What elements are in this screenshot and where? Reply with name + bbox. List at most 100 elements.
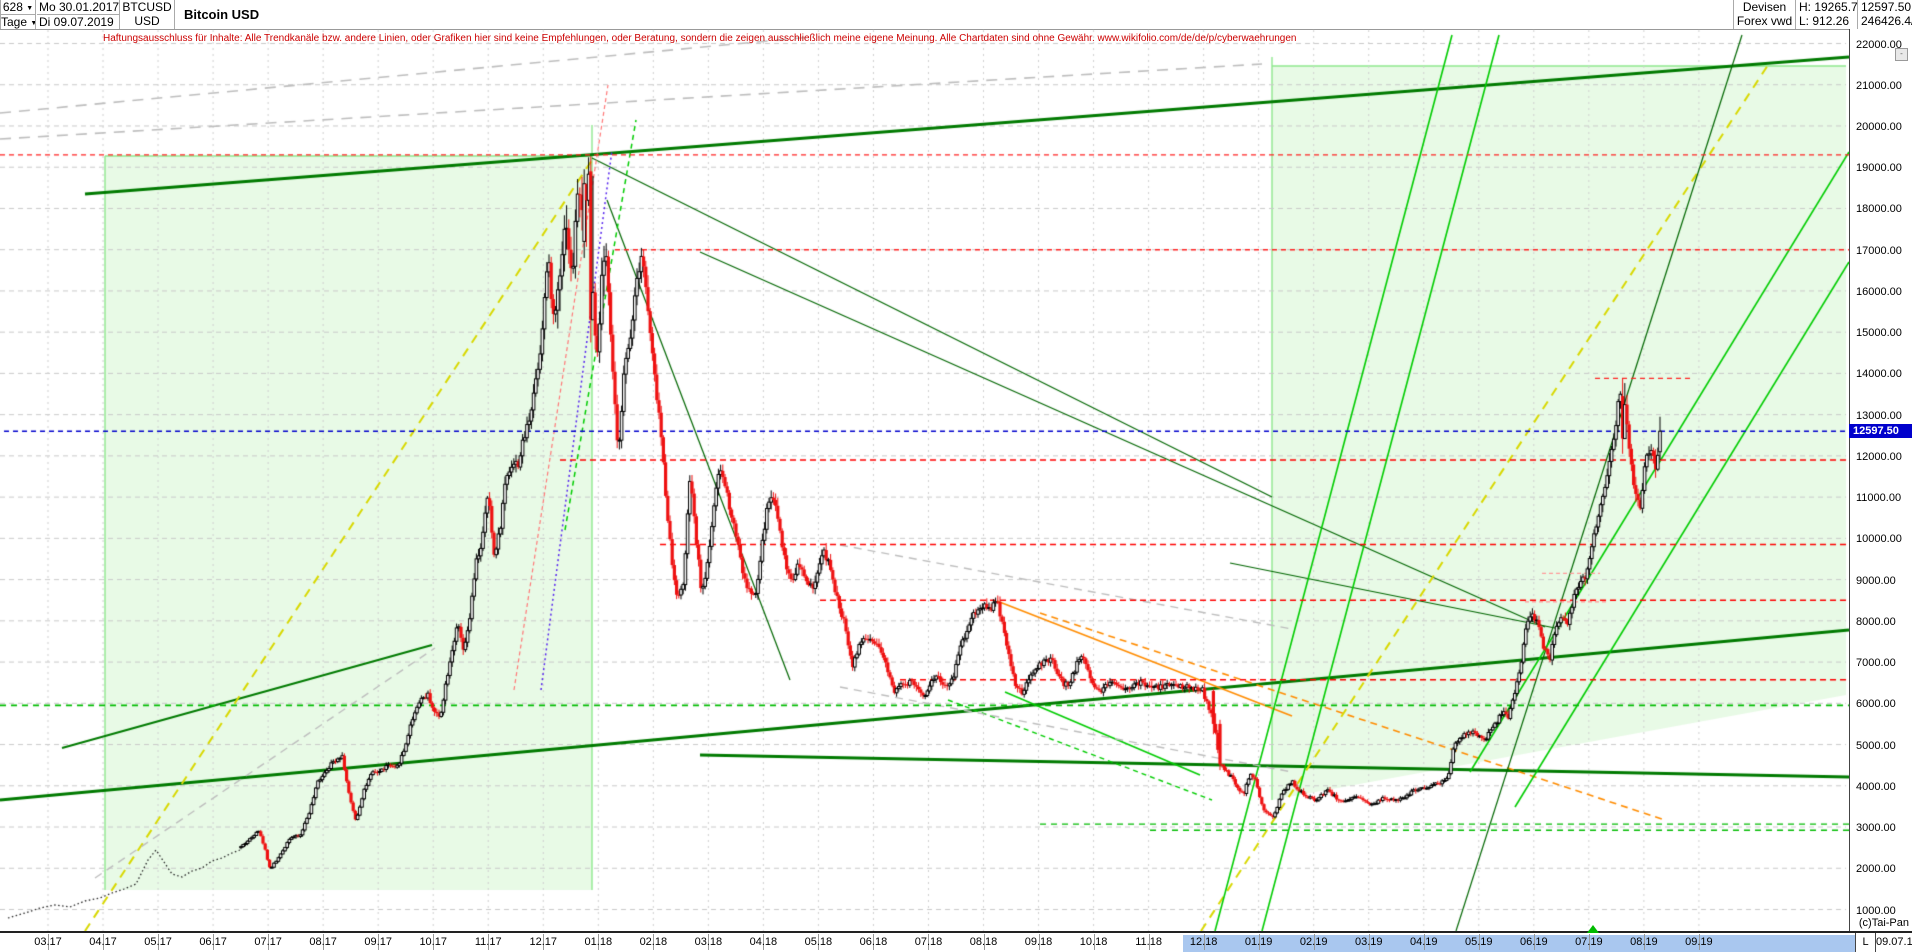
symbol-cell: BTCUSD USD bbox=[119, 0, 175, 29]
data-source: Forex vwd bbox=[1736, 14, 1793, 28]
time-axis-tick bbox=[488, 934, 490, 950]
time-axis-label: 01.18 bbox=[584, 936, 613, 948]
price-axis-label: 6000.00 bbox=[1856, 698, 1896, 711]
time-axis-label: 02.19 bbox=[1299, 936, 1328, 948]
time-axis-tick bbox=[1203, 934, 1205, 950]
time-axis-label: 05.18 bbox=[804, 936, 833, 948]
period-unit-dropdown[interactable]: Tage ▼ bbox=[1, 15, 35, 29]
date-from[interactable]: Mo 30.01.2017 bbox=[37, 0, 119, 15]
period-high: H: 19265.71 bbox=[1799, 0, 1857, 14]
time-axis-tick bbox=[1643, 934, 1645, 950]
time-axis-label: 03.19 bbox=[1354, 936, 1383, 948]
price-axis-label: 1000.00 bbox=[1856, 904, 1896, 917]
time-axis-tick bbox=[103, 934, 105, 950]
time-axis-tick bbox=[1313, 934, 1315, 950]
date-to[interactable]: Di 09.07.2019 bbox=[39, 15, 114, 29]
time-axis-tick bbox=[873, 934, 875, 950]
price-axis-label: 5000.00 bbox=[1856, 739, 1896, 752]
time-axis-label: 03.17 bbox=[34, 936, 62, 948]
time-axis-label: 08.18 bbox=[969, 936, 998, 948]
last-price: 12597.50 bbox=[1861, 0, 1912, 14]
time-axis-label: 07.17 bbox=[254, 936, 282, 948]
price-axis-label: 12000.00 bbox=[1856, 450, 1902, 463]
time-axis-label: 05.17 bbox=[144, 936, 172, 948]
last-date-label: 09.07.19 bbox=[1876, 936, 1912, 948]
time-axis-tick bbox=[1588, 934, 1590, 950]
time-axis-label: 08.19 bbox=[1630, 936, 1658, 948]
time-axis-label: 09.18 bbox=[1024, 936, 1053, 948]
price-axis-label: 16000.00 bbox=[1856, 285, 1902, 298]
time-axis-tick bbox=[213, 934, 215, 950]
time-axis-tick bbox=[1423, 934, 1425, 950]
time-axis-tick bbox=[1258, 934, 1260, 950]
time-axis-label: 01.19 bbox=[1244, 936, 1273, 948]
time-axis-tick bbox=[433, 934, 435, 950]
time-axis-tick bbox=[653, 934, 655, 950]
currency: USD bbox=[134, 14, 160, 28]
volume: 246426.4/ bbox=[1861, 14, 1912, 28]
time-axis-tick bbox=[598, 934, 600, 950]
time-axis-tick bbox=[928, 934, 930, 950]
disclaimer-text: Haftungsausschluss für Inhalte: Alle Tre… bbox=[103, 33, 1297, 44]
price-axis-label: 3000.00 bbox=[1856, 822, 1896, 835]
price-axis-label: 15000.00 bbox=[1856, 327, 1902, 340]
period-dropdowns: 628 ▼ Tage ▼ bbox=[0, 0, 36, 29]
period-low: L: 912.26 bbox=[1799, 14, 1850, 28]
price-axis-label: 22000.00 bbox=[1856, 38, 1902, 51]
time-axis-label: 05.19 bbox=[1465, 936, 1493, 948]
price-axis-label: 8000.00 bbox=[1856, 615, 1896, 628]
chevron-down-icon: ▼ bbox=[26, 5, 34, 12]
time-axis-tick bbox=[158, 934, 160, 950]
instrument-title: Bitcoin USD bbox=[184, 7, 260, 22]
high-low-cell: H: 19265.71 L: 912.26 bbox=[1795, 0, 1857, 29]
time-axis-label: 08.17 bbox=[309, 936, 337, 948]
time-axis-label: 06.19 bbox=[1520, 936, 1548, 948]
date-range: Mo 30.01.2017 Di 09.07.2019 bbox=[37, 0, 119, 29]
time-axis-tick bbox=[268, 934, 270, 950]
selected-range-highlight bbox=[1183, 935, 1855, 952]
price-axis-label: 14000.00 bbox=[1856, 368, 1902, 381]
price-axis-label: 2000.00 bbox=[1856, 863, 1896, 876]
price-axis-label: 4000.00 bbox=[1856, 780, 1896, 793]
time-axis-label: 09.17 bbox=[364, 936, 392, 948]
price-axis-label: 11000.00 bbox=[1856, 492, 1902, 505]
today-marker-icon bbox=[1587, 925, 1599, 933]
time-axis-label: 12.18 bbox=[1189, 936, 1218, 948]
price-axis-label: 20000.00 bbox=[1856, 120, 1902, 133]
time-axis-label: 07.19 bbox=[1575, 936, 1603, 948]
time-axis-tick bbox=[983, 934, 985, 950]
period-count-dropdown[interactable]: 628 ▼ bbox=[1, 0, 35, 15]
time-axis-tick bbox=[1148, 934, 1150, 950]
time-axis-label: 04.19 bbox=[1409, 936, 1438, 948]
time-axis-tick bbox=[1038, 934, 1040, 950]
price-axis-label: 9000.00 bbox=[1856, 574, 1896, 587]
price-axis-label: 13000.00 bbox=[1856, 409, 1902, 422]
time-axis-tick bbox=[1478, 934, 1480, 950]
time-axis-tick bbox=[543, 934, 545, 950]
collapse-panel-icon[interactable]: - bbox=[1895, 48, 1908, 61]
time-axis[interactable]: L 09.07.19 03.17 04.17 05.17 06.17 07.17 08.1… bbox=[0, 925, 1912, 952]
time-axis-label: 04.18 bbox=[749, 936, 778, 948]
current-price-tag: 12597.50 bbox=[1849, 424, 1912, 439]
time-axis-label: 11.18 bbox=[1135, 936, 1162, 948]
time-axis-tick bbox=[708, 934, 710, 950]
time-axis-label: 11.17 bbox=[474, 936, 502, 948]
time-axis-tick bbox=[1698, 934, 1700, 950]
price-chart-canvas[interactable] bbox=[0, 29, 1849, 931]
symbol: BTCUSD bbox=[122, 0, 172, 14]
price-axis-label: 10000.00 bbox=[1856, 533, 1902, 546]
time-axis-tick bbox=[1368, 934, 1370, 950]
time-axis-label: 10.18 bbox=[1079, 936, 1108, 948]
price-axis-label: 17000.00 bbox=[1856, 244, 1902, 257]
low-flag-cell: L bbox=[1855, 933, 1876, 952]
time-axis-label: 04.17 bbox=[89, 936, 117, 948]
time-axis-label: 06.17 bbox=[199, 936, 227, 948]
time-axis-tick bbox=[1093, 934, 1095, 950]
price-axis[interactable]: 22000.00 21000.00 20000.00 19000.00 18000.00… bbox=[1849, 29, 1912, 931]
chevron-down-icon: ▼ bbox=[30, 20, 35, 27]
price-axis-label: 18000.00 bbox=[1856, 203, 1902, 216]
time-axis-label: 03.18 bbox=[694, 936, 723, 948]
category-cell: Devisen Forex vwd bbox=[1733, 0, 1795, 29]
time-axis-tick bbox=[48, 934, 49, 950]
